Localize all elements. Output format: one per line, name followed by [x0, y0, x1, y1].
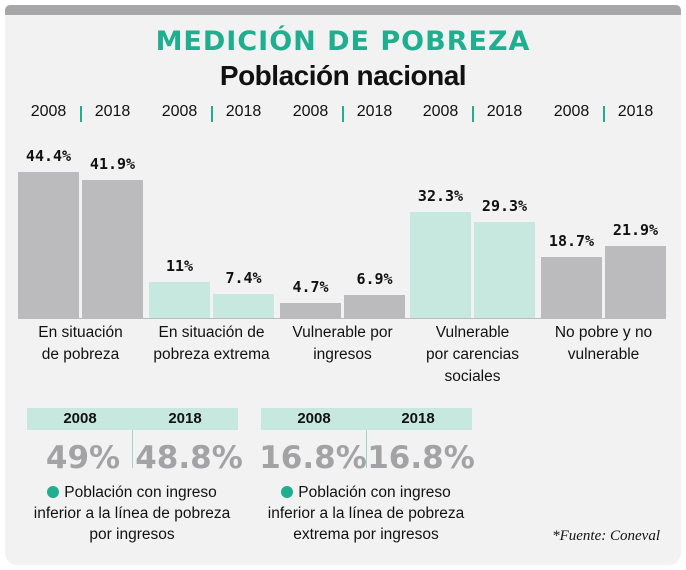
cat4-year-divider-icon — [472, 106, 474, 122]
cat1-year-label-2018: 2018 — [94, 103, 131, 120]
cat5-category-line-1: No pobre y no — [554, 324, 653, 341]
box2-year-2008: 2008 — [297, 410, 331, 427]
cat2-value-label-2008: 11% — [165, 256, 194, 275]
cat5-bar-2008 — [541, 256, 602, 318]
cat4-year-label-2018: 2018 — [486, 103, 523, 120]
cat1-category-label: En situación de pobreza — [17, 322, 145, 366]
cat5-value-label-2018: 21.9% — [612, 220, 659, 239]
infographic-subtitle: Población nacional — [219, 60, 467, 91]
teal-dot-icon — [281, 486, 294, 498]
cat2-category-line-2: pobreza extrema — [153, 346, 270, 363]
box1-note-line1: Población con ingreso — [64, 484, 217, 501]
cat5-year-label-2018: 2018 — [617, 103, 654, 120]
box2-note-line1: Población con ingreso — [298, 484, 451, 501]
infographic-title: MEDICIÓN DE POBREZA — [155, 26, 531, 57]
cat3-category-line-2: ingresos — [313, 346, 372, 363]
box1-divider — [132, 430, 133, 468]
cat2-category-label: En situación de pobreza extrema — [148, 322, 276, 366]
cat4-category-label: Vulnerable por carencias sociales — [409, 322, 537, 388]
cat3-value-label-2018: 6.9% — [356, 270, 393, 289]
cat1-category-line-2: de pobreza — [41, 346, 120, 363]
box1-header — [27, 408, 238, 430]
teal-dot-icon — [47, 486, 60, 498]
cat1-value-label-2008: 44.4% — [25, 147, 72, 165]
cat3-category-label: Vulnerable por ingresos — [279, 322, 407, 366]
cat1-year-label-2008: 2008 — [30, 103, 67, 120]
box1-note-line2: inferior a la línea de pobreza — [33, 505, 231, 522]
box2-note-line2: inferior a la línea de pobreza — [267, 505, 465, 522]
box2-divider — [366, 430, 367, 468]
box1-year-2018: 2018 — [168, 410, 202, 427]
cat4-bar-2018 — [474, 221, 535, 318]
cat2-year-label-2018: 2018 — [225, 103, 262, 120]
cat5-year-label-2008: 2008 — [553, 103, 590, 120]
chart-baseline — [18, 318, 666, 319]
cat2-category-line-1: En situación de — [158, 324, 265, 341]
cat1-bar-2008 — [18, 172, 79, 318]
cat4-category-line-3: sociales — [444, 368, 501, 385]
cat4-bar-2008 — [410, 211, 471, 318]
cat1-value-label-2018: 41.9% — [89, 155, 136, 174]
cat5-year-divider-icon — [603, 106, 605, 122]
cat1-category-line-1: En situación — [38, 324, 123, 341]
cat3-bar-2018 — [344, 295, 405, 318]
cat2-year-divider-icon — [211, 106, 213, 122]
cat1-bar-2018 — [82, 180, 143, 318]
box2-header — [261, 408, 472, 430]
cat5-value-label-2008: 18.7% — [548, 231, 595, 250]
cat2-year-label-2008: 2008 — [161, 103, 198, 120]
box2-note-line3: extrema por ingresos — [293, 526, 439, 543]
cat3-year-label-2018: 2018 — [356, 103, 393, 120]
box1-note-line3: por ingresos — [89, 526, 175, 543]
cat4-value-label-2018: 29.3% — [481, 196, 528, 215]
box2-year-2018: 2018 — [401, 410, 435, 427]
source-note: *Fuente: Coneval — [552, 528, 660, 544]
cat5-bar-2018 — [605, 245, 666, 318]
cat3-year-label-2008: 2008 — [292, 103, 329, 120]
box2-value-2018: 16.8% — [367, 440, 475, 476]
box1-value-2018: 48.8% — [135, 440, 243, 476]
cat3-bar-2008 — [280, 302, 341, 318]
cat5-category-line-2: vulnerable — [567, 346, 640, 363]
cat3-value-label-2008: 4.7% — [292, 277, 329, 296]
box2-value-2008: 16.8% — [259, 440, 367, 476]
cat2-bar-2008 — [149, 281, 210, 318]
cat2-bar-2018 — [213, 293, 274, 318]
box1-year-2008: 2008 — [63, 410, 97, 427]
cat2-value-label-2018: 7.4% — [225, 268, 262, 287]
box1-value-2008: 49% — [45, 440, 121, 476]
box2-note: Población con ingreso inferior a la líne… — [246, 482, 486, 545]
cat1-year-divider-icon — [80, 106, 82, 122]
cat3-category-line-1: Vulnerable por — [292, 324, 393, 341]
cat5-category-label: No pobre y no vulnerable — [540, 322, 668, 366]
box1-note: Población con ingreso inferior a la líne… — [12, 482, 252, 545]
cat4-year-label-2008: 2008 — [422, 103, 459, 120]
top-bar — [5, 5, 681, 15]
cat3-year-divider-icon — [342, 106, 344, 122]
cat4-category-line-2: por carencias — [425, 346, 520, 363]
cat4-value-label-2008: 32.3% — [417, 186, 464, 205]
cat4-category-line-1: Vulnerable — [435, 324, 510, 341]
